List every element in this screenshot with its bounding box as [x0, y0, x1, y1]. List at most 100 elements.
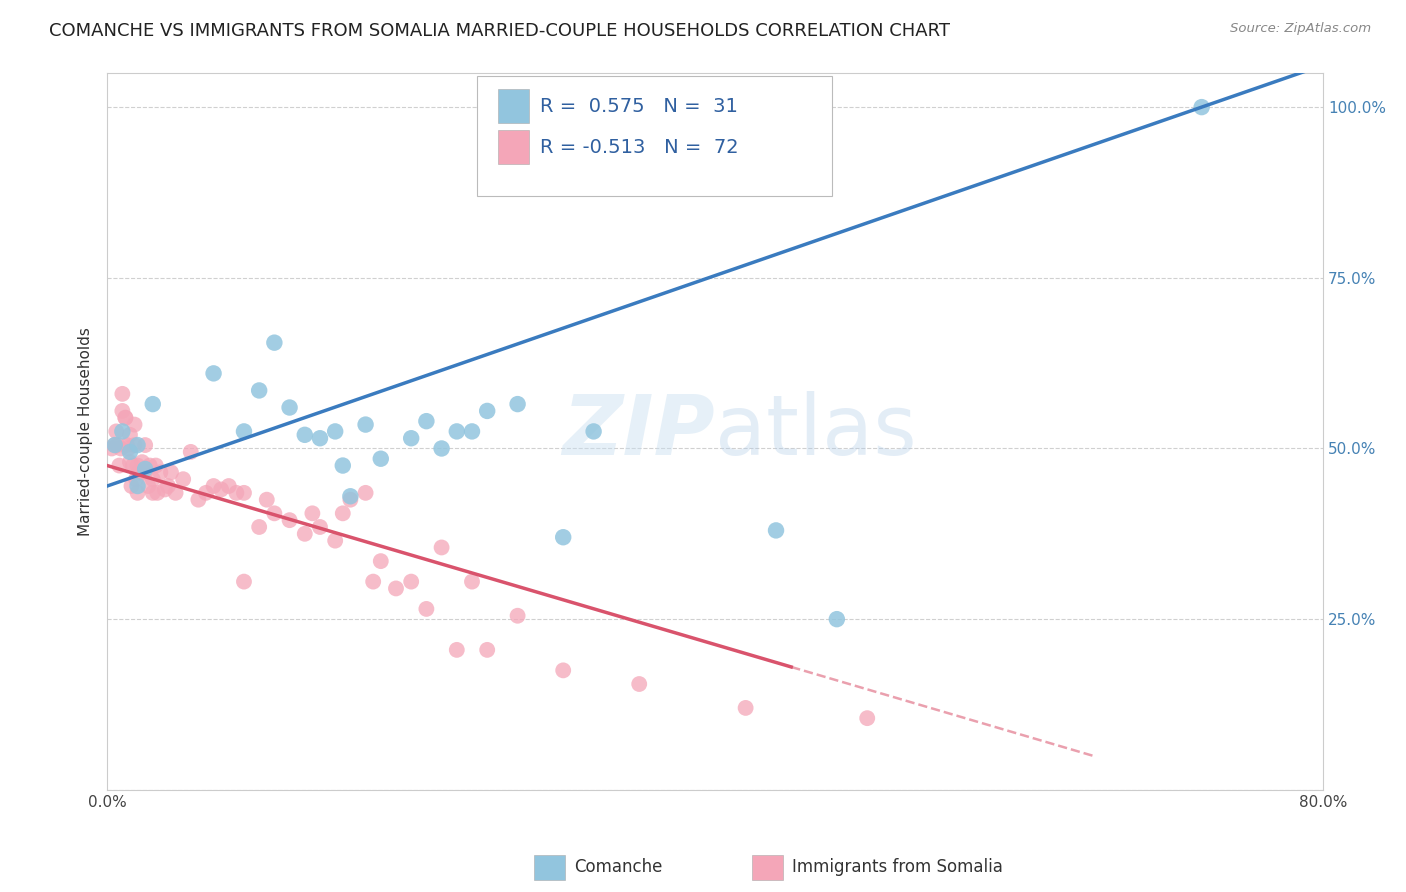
Point [825, 612, 848, 626]
Point [118, 455, 141, 469]
Point [354, 486, 377, 500]
Point [332, 506, 354, 520]
Point [104, 438, 127, 452]
Point [127, 458, 149, 473]
Point [146, 486, 169, 500]
Point [124, 438, 146, 452]
Point [477, 643, 499, 657]
Point [765, 524, 787, 538]
Point [142, 397, 165, 411]
Point [127, 479, 149, 493]
Point [149, 466, 172, 480]
Point [128, 466, 150, 480]
Point [263, 506, 285, 520]
Point [370, 451, 392, 466]
Point [138, 458, 160, 473]
Point [323, 425, 346, 439]
Point [136, 479, 159, 493]
Point [247, 384, 270, 398]
Point [263, 335, 285, 350]
Point [122, 458, 145, 473]
Point [553, 530, 575, 544]
Point [332, 458, 354, 473]
Point [506, 397, 529, 411]
Point [127, 486, 149, 500]
Point [110, 442, 132, 456]
Point [124, 417, 146, 432]
Point [294, 526, 316, 541]
Point [107, 438, 129, 452]
Point [415, 602, 437, 616]
Point [131, 455, 153, 469]
Point [125, 472, 148, 486]
Point [121, 479, 143, 493]
Point [247, 520, 270, 534]
Point [225, 486, 247, 500]
Y-axis label: Married-couple Households: Married-couple Households [79, 327, 93, 536]
Point [118, 445, 141, 459]
Point [477, 404, 499, 418]
Point [134, 466, 156, 480]
Point [134, 462, 156, 476]
Point [165, 486, 187, 500]
Point [118, 427, 141, 442]
Point [105, 425, 128, 439]
Text: R =  0.575   N =  31: R = 0.575 N = 31 [540, 96, 738, 116]
Text: atlas: atlas [716, 391, 917, 472]
Point [129, 466, 152, 480]
Point [399, 431, 422, 445]
Point [145, 458, 167, 473]
Point [156, 479, 179, 493]
Text: Immigrants from Somalia: Immigrants from Somalia [792, 858, 1002, 876]
Point [1191, 100, 1213, 114]
Point [430, 442, 453, 456]
Point [153, 483, 176, 497]
Point [734, 701, 756, 715]
Text: COMANCHE VS IMMIGRANTS FROM SOMALIA MARRIED-COUPLE HOUSEHOLDS CORRELATION CHART: COMANCHE VS IMMIGRANTS FROM SOMALIA MARR… [49, 22, 950, 40]
Point [111, 404, 134, 418]
Point [233, 574, 256, 589]
Point [461, 425, 484, 439]
Point [202, 479, 225, 493]
Point [415, 414, 437, 428]
Point [354, 417, 377, 432]
Point [301, 506, 323, 520]
Text: Source: ZipAtlas.com: Source: ZipAtlas.com [1230, 22, 1371, 36]
Point [278, 401, 301, 415]
Point [180, 445, 202, 459]
Point [209, 483, 232, 497]
Point [100, 442, 122, 456]
Point [108, 458, 131, 473]
Point [553, 664, 575, 678]
Point [309, 431, 332, 445]
Text: R = -0.513   N =  72: R = -0.513 N = 72 [540, 137, 740, 157]
Point [339, 489, 361, 503]
Point [339, 492, 361, 507]
Point [399, 574, 422, 589]
Point [127, 438, 149, 452]
Point [111, 387, 134, 401]
Point [202, 367, 225, 381]
Point [134, 438, 156, 452]
Point [309, 520, 332, 534]
Point [114, 410, 136, 425]
Point [117, 442, 139, 456]
Point [142, 486, 165, 500]
Point [461, 574, 484, 589]
Point [104, 438, 127, 452]
Point [233, 486, 256, 500]
Point [194, 486, 217, 500]
Point [233, 425, 256, 439]
Point [142, 472, 165, 486]
Point [446, 425, 468, 439]
Point [187, 492, 209, 507]
Point [278, 513, 301, 527]
Point [218, 479, 240, 493]
Point [430, 541, 453, 555]
Point [111, 425, 134, 439]
Point [256, 492, 278, 507]
Point [361, 574, 384, 589]
Point [370, 554, 392, 568]
Point [582, 425, 605, 439]
Point [446, 643, 468, 657]
